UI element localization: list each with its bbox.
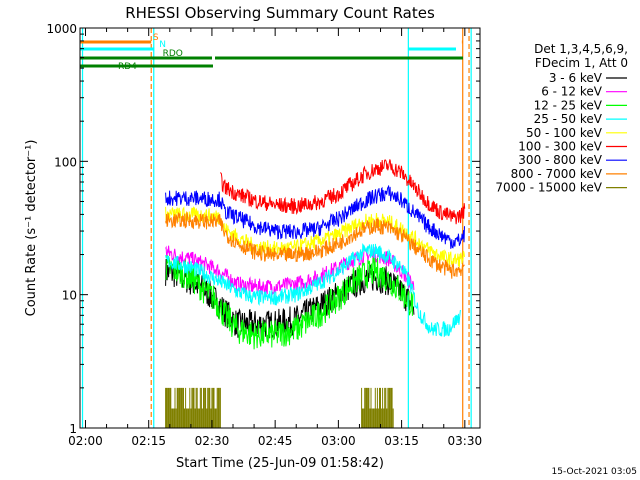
series-line-3 — [165, 243, 461, 337]
y-tick-label-1: 10 — [62, 289, 77, 303]
legend-label-4: 50 - 100 keV — [526, 126, 603, 140]
x-tick-label-3: 02:45 — [258, 434, 293, 448]
legend-label-2: 12 - 25 keV — [534, 98, 603, 112]
flag-label-0: S — [153, 33, 159, 43]
legend-label-5: 100 - 300 keV — [518, 140, 602, 154]
chart-title: RHESSI Observing Summary Count Rates — [125, 4, 435, 22]
plot-frame — [79, 27, 481, 429]
flag-label-3: RD4 — [118, 62, 137, 72]
y-tick-label-0: 1 — [69, 422, 77, 436]
x-tick-label-4: 03:00 — [321, 434, 356, 448]
series-line-8 — [165, 387, 394, 428]
series-line-2 — [165, 255, 415, 350]
legend-label-8: 7000 - 15000 keV — [495, 181, 602, 195]
legend-header-1: Det 1,3,4,5,6,9, — [534, 42, 628, 56]
legend: Det 1,3,4,5,6,9, FDecim 1, Att 0 3 - 6 k… — [495, 42, 628, 195]
legend-label-3: 25 - 50 keV — [534, 112, 603, 126]
legend-label-1: 6 - 12 keV — [541, 85, 603, 99]
series-line-5 — [220, 159, 466, 225]
x-tick-label-1: 02:15 — [131, 434, 166, 448]
legend-label-6: 300 - 800 keV — [518, 153, 602, 167]
y-tick-label-2: 100 — [54, 155, 77, 169]
legend-label-0: 3 - 6 keV — [549, 71, 603, 85]
legend-label-7: 800 - 7000 keV — [511, 167, 603, 181]
y-tick-label-3: 1000 — [46, 22, 77, 36]
flag-label-2: RDO — [163, 49, 183, 59]
x-tick-label-2: 02:30 — [195, 434, 230, 448]
x-axis-label: Start Time (25-Jun-09 01:58:42) — [176, 456, 384, 471]
footer-date: 15-Oct-2021 03:05 — [552, 467, 637, 477]
legend-header-2: FDecim 1, Att 0 — [535, 56, 628, 70]
x-tick-label-5: 03:15 — [384, 434, 419, 448]
y-axis-label: Count Rate (s⁻¹ detector⁻¹) — [24, 140, 39, 317]
x-tick-label-0: 02:00 — [68, 434, 103, 448]
flag-label-1: N — [159, 40, 166, 50]
vertical-markers — [81, 28, 472, 428]
series-line-7 — [165, 210, 465, 279]
x-tick-label-6: 03:30 — [448, 434, 483, 448]
series-group — [165, 159, 466, 428]
series-line-6 — [165, 185, 465, 249]
series-line-4 — [165, 205, 465, 268]
series-line-0 — [165, 258, 415, 339]
axes: 02:00 02:15 02:30 02:45 03:00 03:15 03:30 1 10 10… — [46, 22, 482, 448]
